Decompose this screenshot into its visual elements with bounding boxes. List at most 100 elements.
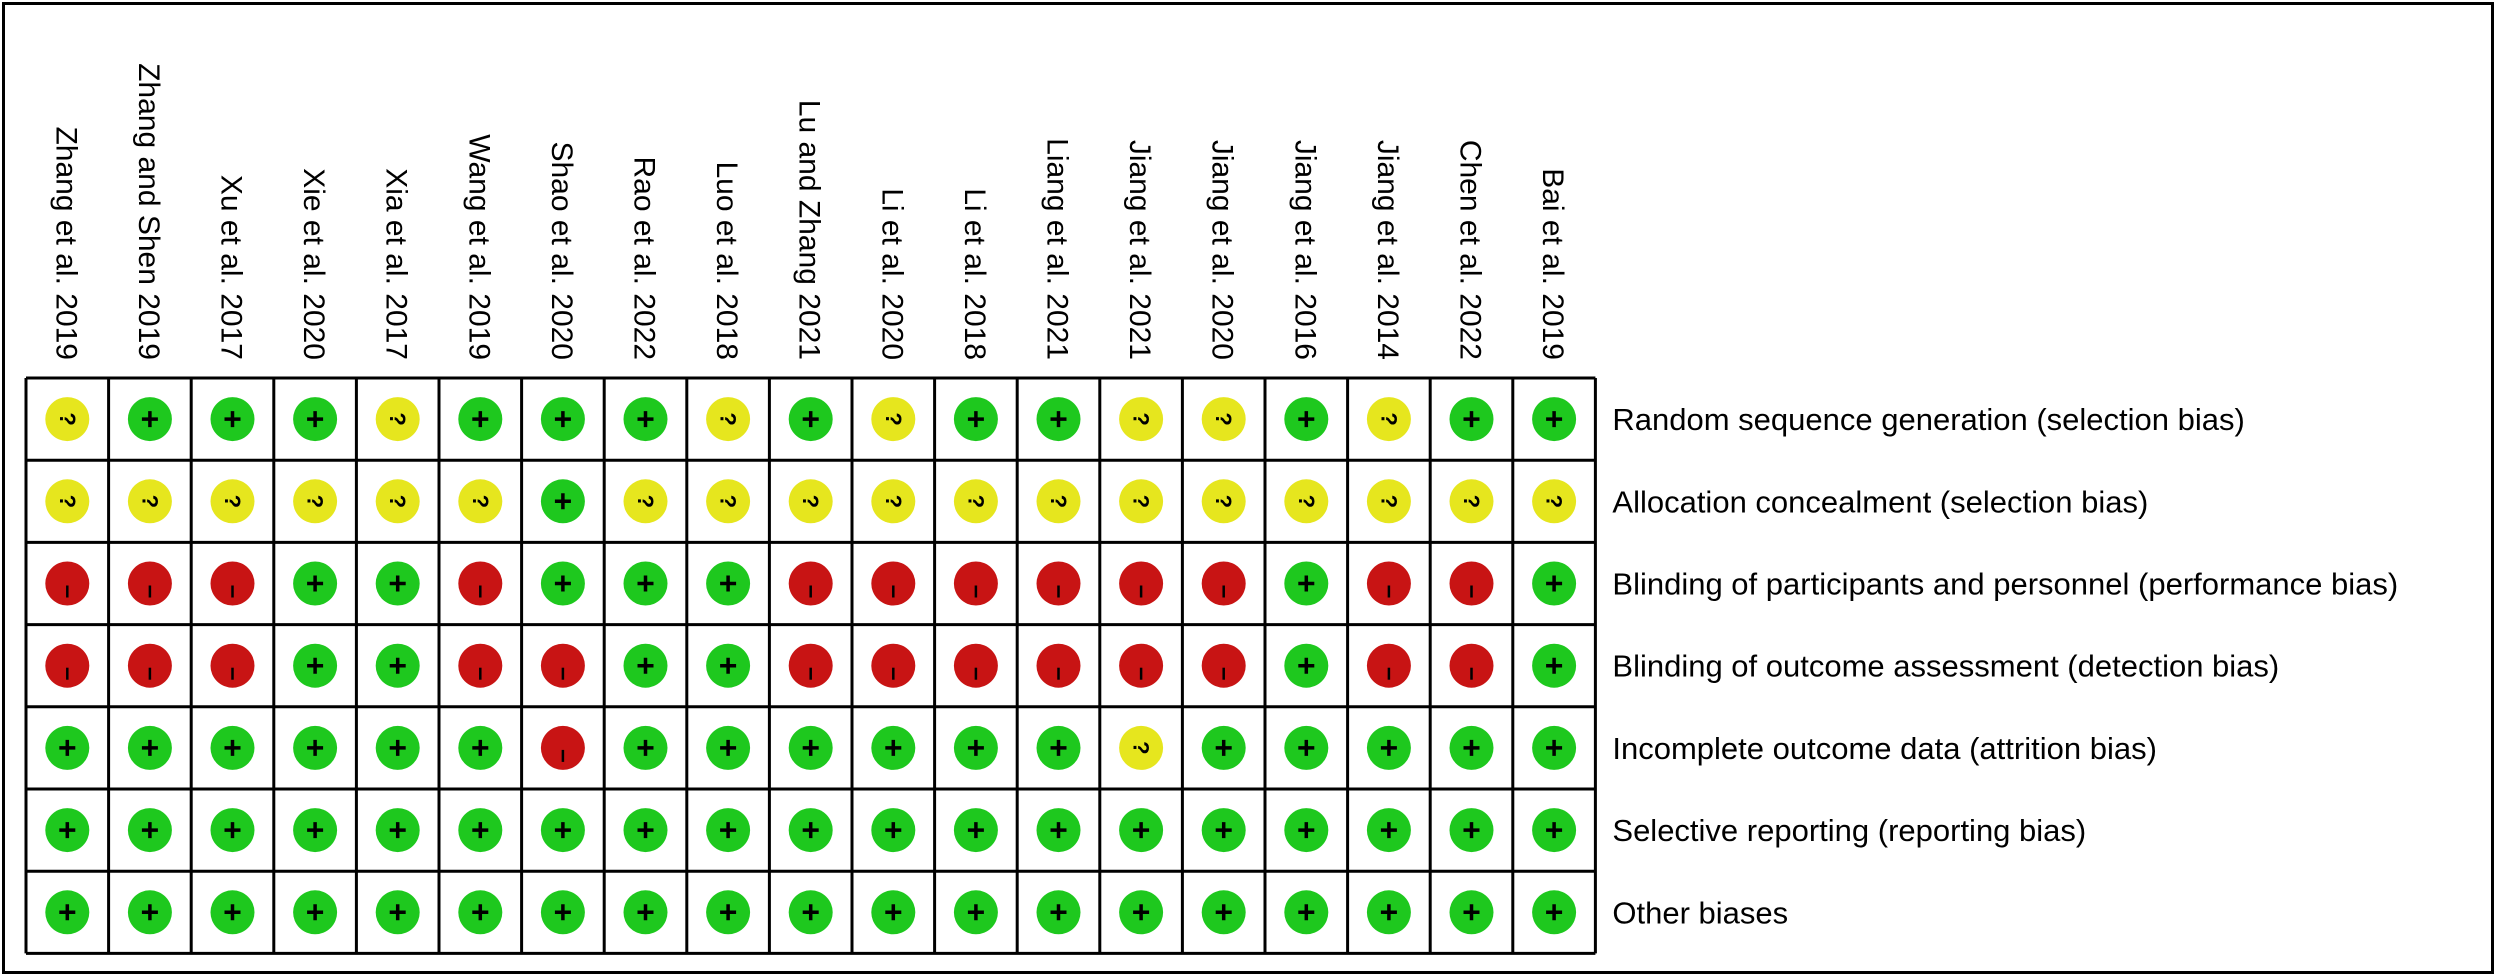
- question-mark-icon: ?: [716, 412, 741, 425]
- plus-sign-icon: [141, 822, 158, 839]
- plus-sign-icon: [1380, 822, 1397, 839]
- study-label: Jiang et al. 2016: [1288, 140, 1321, 360]
- study-label: Lu and Zhang 2021: [793, 100, 826, 360]
- plus-sign-icon: [637, 739, 654, 756]
- high-risk-marker: [45, 643, 90, 688]
- unclear-risk-marker: [1449, 479, 1494, 524]
- unclear-risk-marker: [458, 479, 503, 524]
- high-risk-marker: [953, 561, 998, 606]
- high-risk-marker: [1449, 643, 1494, 688]
- plus-sign-icon: [141, 739, 158, 756]
- study-label: Luo et al. 2018: [710, 161, 743, 360]
- question-mark-icon: ?: [881, 412, 906, 425]
- plus-sign-icon: [1546, 575, 1563, 592]
- question-mark-icon: ?: [1046, 495, 1071, 508]
- plus-sign-icon: [141, 904, 158, 921]
- plus-sign-icon: [802, 904, 819, 921]
- plus-sign-icon: [1546, 904, 1563, 921]
- study-label: Liang et al. 2021: [1041, 138, 1074, 360]
- plus-sign-icon: [1380, 739, 1397, 756]
- high-risk-marker: [1119, 561, 1164, 606]
- domain-label: Incomplete outcome data (attrition bias): [1612, 731, 2156, 766]
- question-mark-icon: ?: [303, 495, 328, 508]
- plus-sign-icon: [637, 411, 654, 428]
- plus-sign-icon: [389, 739, 406, 756]
- high-risk-marker: [1201, 643, 1246, 688]
- unclear-risk-marker: [706, 397, 751, 442]
- question-mark-icon: ?: [468, 495, 493, 508]
- unclear-risk-marker: [375, 479, 420, 524]
- plus-sign-icon: [885, 822, 902, 839]
- plus-sign-icon: [885, 904, 902, 921]
- question-mark-icon: ?: [881, 495, 906, 508]
- high-risk-marker: [540, 725, 585, 770]
- unclear-risk-marker: [1366, 397, 1411, 442]
- question-mark-icon: ?: [1129, 495, 1154, 508]
- plus-sign-icon: [802, 822, 819, 839]
- unclear-risk-marker: [293, 479, 338, 524]
- plus-sign-icon: [389, 822, 406, 839]
- domain-label: Selective reporting (reporting bias): [1612, 813, 2086, 848]
- unclear-risk-marker: [1366, 479, 1411, 524]
- high-risk-marker: [871, 561, 916, 606]
- high-risk-marker: [1036, 561, 1081, 606]
- question-mark-icon: ?: [385, 412, 410, 425]
- high-risk-marker: [1119, 643, 1164, 688]
- plus-sign-icon: [802, 411, 819, 428]
- plus-sign-icon: [1298, 739, 1315, 756]
- study-label: Jiang et al. 2020: [1206, 140, 1239, 360]
- plus-sign-icon: [1380, 904, 1397, 921]
- question-mark-icon: ?: [716, 495, 741, 508]
- question-mark-icon: ?: [1376, 495, 1401, 508]
- plus-sign-icon: [967, 739, 984, 756]
- plus-sign-icon: [1463, 411, 1480, 428]
- plus-sign-icon: [224, 739, 241, 756]
- plus-sign-icon: [59, 822, 76, 839]
- high-risk-marker: [953, 643, 998, 688]
- plus-sign-icon: [720, 657, 737, 674]
- unclear-risk-marker: [871, 397, 916, 442]
- domain-label: Allocation concealment (selection bias): [1612, 484, 2148, 519]
- unclear-risk-marker: [210, 479, 255, 524]
- plus-sign-icon: [1463, 739, 1480, 756]
- high-risk-marker: [1366, 561, 1411, 606]
- plus-sign-icon: [554, 411, 571, 428]
- plus-sign-icon: [472, 411, 489, 428]
- domain-label: Blinding of outcome assessment (detectio…: [1612, 649, 2279, 684]
- plus-sign-icon: [720, 575, 737, 592]
- plus-sign-icon: [1546, 822, 1563, 839]
- plus-sign-icon: [224, 904, 241, 921]
- question-mark-icon: ?: [1211, 412, 1236, 425]
- high-risk-marker: [1036, 643, 1081, 688]
- plus-sign-icon: [720, 739, 737, 756]
- plus-sign-icon: [1546, 411, 1563, 428]
- plus-sign-icon: [307, 904, 324, 921]
- unclear-risk-marker: [1532, 479, 1577, 524]
- question-mark-icon: ?: [633, 495, 658, 508]
- question-mark-icon: ?: [1211, 495, 1236, 508]
- question-mark-icon: ?: [798, 495, 823, 508]
- study-label: Bai et al. 2019: [1536, 168, 1569, 360]
- plus-sign-icon: [637, 575, 654, 592]
- plus-sign-icon: [1298, 822, 1315, 839]
- study-label: Zhang et al. 2019: [49, 126, 82, 360]
- high-risk-marker: [788, 643, 833, 688]
- unclear-risk-marker: [706, 479, 751, 524]
- plus-sign-icon: [802, 739, 819, 756]
- plus-sign-icon: [389, 575, 406, 592]
- study-label: Xu et al. 2017: [215, 175, 248, 360]
- unclear-risk-marker: [375, 397, 420, 442]
- plus-sign-icon: [472, 739, 489, 756]
- unclear-risk-marker: [45, 479, 90, 524]
- question-mark-icon: ?: [1129, 412, 1154, 425]
- plus-sign-icon: [1215, 822, 1232, 839]
- plus-sign-icon: [637, 904, 654, 921]
- plus-sign-icon: [1050, 411, 1067, 428]
- plus-sign-icon: [1050, 739, 1067, 756]
- study-label: Li et al. 2018: [958, 188, 991, 360]
- plus-sign-icon: [1298, 904, 1315, 921]
- plus-sign-icon: [59, 739, 76, 756]
- plus-sign-icon: [885, 739, 902, 756]
- plus-sign-icon: [637, 822, 654, 839]
